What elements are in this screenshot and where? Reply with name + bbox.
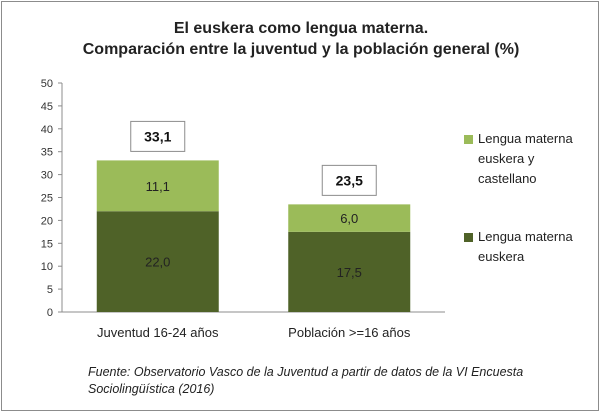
x-tick-label: Población >=16 años [288, 325, 411, 340]
y-tick-label: 30 [41, 170, 53, 182]
chart-title-line-2: Comparación entre la juventud y la pobla… [82, 41, 520, 58]
legend-label: Lengua materna [478, 131, 573, 146]
legend-label: castellano [478, 171, 537, 186]
y-tick-label: 15 [41, 238, 53, 250]
data-label: 6,0 [340, 211, 358, 226]
legend-label: Lengua materna [478, 229, 573, 244]
data-label: 22,0 [145, 255, 170, 270]
legend-label: euskera y [478, 151, 535, 166]
y-tick-label: 50 [41, 78, 53, 90]
total-label: 23,5 [336, 172, 363, 188]
data-label: 17,5 [337, 265, 362, 280]
legend-label: euskera [478, 249, 525, 264]
bar-segment-euskera-castellano [96, 160, 219, 212]
y-tick-label: 20 [41, 215, 53, 227]
y-tick-label: 5 [47, 284, 53, 296]
legend-swatch [464, 135, 473, 144]
source-line-1: Fuente: Observatorio Vasco de la Juventu… [88, 365, 524, 379]
legend-swatch [464, 233, 473, 242]
x-tick-label: Juventud 16-24 años [97, 325, 219, 340]
bar-segment-euskera [288, 231, 411, 312]
y-tick-label: 0 [47, 307, 53, 319]
bar-segment-euskera [96, 211, 219, 312]
y-tick-label: 45 [41, 101, 53, 113]
y-tick-label: 35 [41, 147, 53, 159]
y-tick-label: 25 [41, 193, 53, 205]
data-label: 11,1 [146, 179, 170, 194]
source-note: Fuente: Observatorio Vasco de la Juventu… [88, 364, 588, 398]
chart-title: El euskera como lengua materna. Comparac… [0, 18, 602, 60]
chart-title-line-1: El euskera como lengua materna. [173, 20, 429, 37]
source-line-2: Sociolingüística (2016) [88, 382, 215, 396]
y-tick-label: 10 [41, 261, 53, 273]
y-tick-label: 40 [41, 124, 53, 136]
total-box [321, 164, 377, 196]
bar-segment-euskera-castellano [288, 204, 411, 232]
total-label: 33,1 [144, 128, 171, 144]
total-box [130, 120, 186, 152]
